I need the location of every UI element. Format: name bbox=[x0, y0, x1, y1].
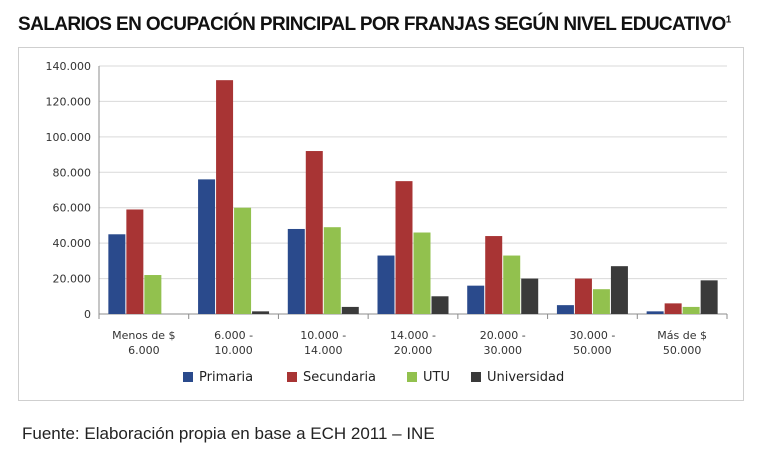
x-tick-label: 6.000 - bbox=[214, 329, 253, 342]
x-tick-label: 10.000 bbox=[214, 344, 253, 357]
source-note: Fuente: Elaboración propia en base a ECH… bbox=[22, 424, 435, 443]
x-tick-label: 6.000 bbox=[128, 344, 160, 357]
bar-primaria bbox=[108, 234, 126, 314]
bar-secundaria bbox=[216, 80, 234, 314]
bar-primaria bbox=[377, 255, 395, 314]
x-tick-label: 30.000 bbox=[483, 344, 522, 357]
bar-secundaria bbox=[395, 181, 413, 314]
bar-universidad bbox=[252, 311, 270, 314]
x-tick-label: Menos de $ bbox=[112, 329, 175, 342]
bar-utu bbox=[323, 227, 341, 314]
y-tick-label: 20.000 bbox=[53, 273, 92, 286]
legend-label-secundaria: Secundaria bbox=[303, 370, 376, 385]
x-tick-label: 10.000 - bbox=[300, 329, 346, 342]
bar-utu bbox=[503, 255, 521, 314]
bar-universidad bbox=[610, 266, 628, 314]
x-tick-label: 30.000 - bbox=[569, 329, 615, 342]
legend-label-utu: UTU bbox=[423, 370, 450, 385]
legend-label-universidad: Universidad bbox=[487, 370, 564, 385]
bar-secundaria bbox=[574, 278, 592, 314]
legend-swatch-secundaria bbox=[287, 372, 297, 382]
title-footnote: 1 bbox=[725, 14, 732, 26]
y-tick-label: 0 bbox=[84, 308, 91, 321]
x-tick-label: Más de $ bbox=[657, 329, 707, 342]
bar-utu bbox=[592, 289, 610, 314]
chart-area: 0 20.000 40.000 60.000 80.000 100.000 120.000 1… bbox=[18, 47, 744, 401]
bar-primaria bbox=[287, 228, 305, 314]
y-tick-label: 100.000 bbox=[46, 131, 92, 144]
bar-secundaria bbox=[485, 236, 503, 314]
bar-secundaria bbox=[126, 209, 144, 314]
chart-title: SALARIOS EN OCUPACIÓN PRINCIPAL POR FRAN… bbox=[18, 14, 731, 36]
bar-universidad bbox=[521, 278, 539, 314]
bar-chart: 0 20.000 40.000 60.000 80.000 100.000 120.000 1… bbox=[46, 60, 728, 385]
bar-universidad bbox=[341, 306, 359, 314]
bar-primaria bbox=[467, 285, 485, 314]
x-tick-label: 14.000 - bbox=[390, 329, 436, 342]
y-tick-label: 120.000 bbox=[46, 95, 92, 108]
y-tick-label: 140.000 bbox=[46, 60, 92, 73]
x-tick-label: 50.000 bbox=[663, 344, 702, 357]
bar-secundaria bbox=[664, 303, 682, 314]
bar-universidad bbox=[700, 280, 718, 314]
legend-swatch-universidad bbox=[471, 372, 481, 382]
x-tick-label: 20.000 bbox=[394, 344, 433, 357]
chart-title-text: SALARIOS EN OCUPACIÓN PRINCIPAL POR FRAN… bbox=[18, 14, 726, 35]
bar-secundaria bbox=[305, 151, 323, 314]
y-tick-label: 60.000 bbox=[53, 202, 92, 215]
legend-label-primaria: Primaria bbox=[199, 370, 253, 385]
bar-primaria bbox=[646, 311, 664, 314]
bar-primaria bbox=[198, 179, 216, 314]
legend-swatch-primaria bbox=[183, 372, 193, 382]
legend-swatch-utu bbox=[407, 372, 417, 382]
bar-utu bbox=[234, 207, 252, 314]
bar-universidad bbox=[431, 296, 449, 314]
x-tick-label: 14.000 bbox=[304, 344, 343, 357]
y-tick-label: 40.000 bbox=[53, 237, 92, 250]
x-tick-label: 20.000 - bbox=[480, 329, 526, 342]
x-tick-label: 50.000 bbox=[573, 344, 612, 357]
bar-utu bbox=[144, 275, 162, 314]
bar-utu bbox=[682, 306, 700, 314]
y-tick-label: 80.000 bbox=[53, 166, 92, 179]
bar-primaria bbox=[556, 305, 574, 314]
bar-utu bbox=[413, 232, 431, 314]
